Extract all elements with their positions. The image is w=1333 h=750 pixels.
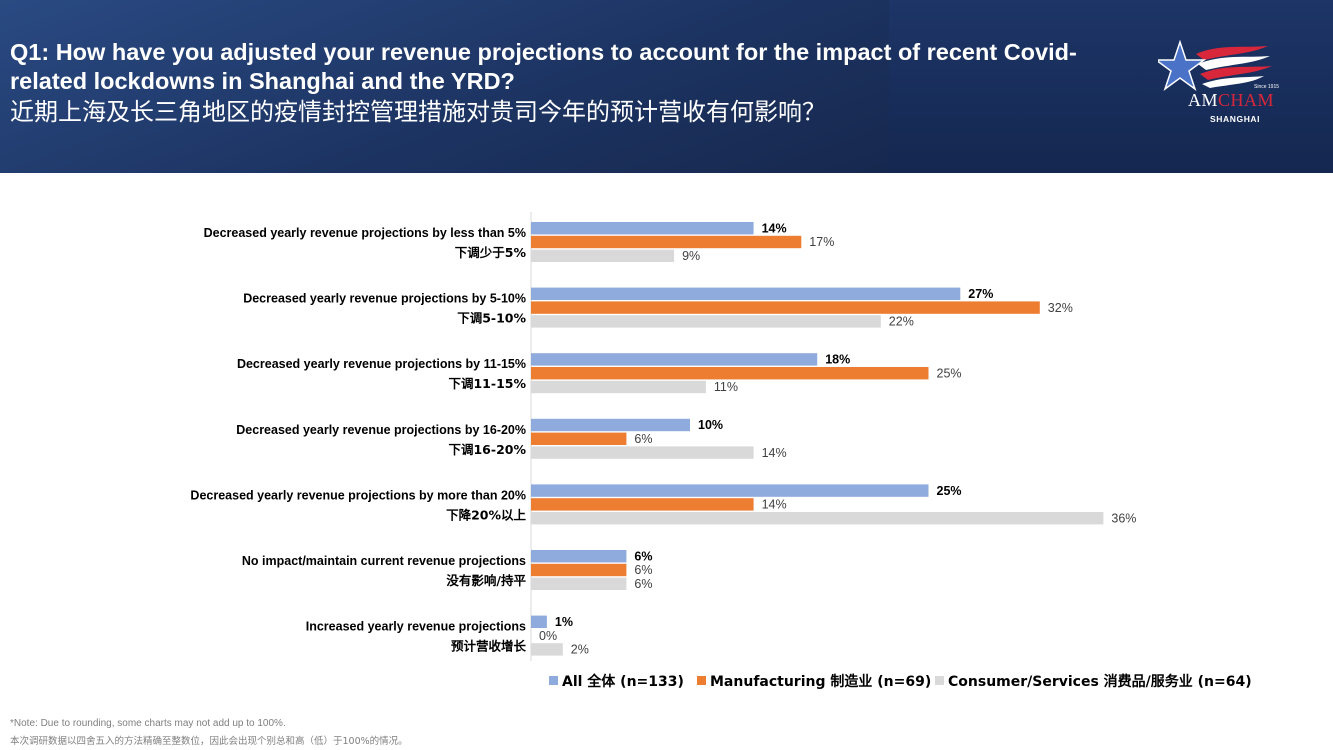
data-label: 1%: [555, 615, 573, 629]
bar: [531, 446, 754, 459]
logo-since: Since 1915: [1254, 84, 1280, 90]
data-label: 25%: [937, 484, 962, 498]
data-label: 18%: [825, 353, 850, 367]
category-label-zh: 预计营收增长: [451, 639, 527, 654]
bar: [531, 563, 627, 577]
bar: [531, 235, 802, 249]
data-label: 14%: [762, 446, 787, 460]
category-label-en: No impact/maintain current revenue proje…: [242, 554, 526, 568]
data-label: 10%: [698, 418, 723, 432]
page-title-chinese: 近期上海及长三角地区的疫情封控管理措施对贵司今年的预计营收有何影响？: [10, 98, 826, 126]
data-label: 17%: [809, 235, 834, 249]
data-label: 25%: [937, 366, 962, 380]
bar: [531, 432, 627, 445]
bar: [531, 550, 627, 563]
data-label: 14%: [762, 498, 787, 512]
bar: [531, 418, 690, 432]
data-label: 6%: [634, 563, 652, 577]
bar: [531, 643, 563, 656]
header-banner: Q1: How have you adjusted your revenue p…: [0, 0, 1333, 173]
legend-label: Consumer/Services 消费品/服务业 (n=64): [948, 673, 1252, 690]
bar: [531, 577, 627, 590]
data-label: 6%: [634, 577, 652, 591]
bar: [531, 287, 961, 300]
footnote-english: *Note: Due to rounding, some charts may …: [10, 718, 286, 729]
category-label-zh: 下调11-15%: [448, 376, 526, 391]
data-label: 14%: [762, 221, 787, 235]
data-label: 22%: [889, 315, 914, 329]
data-label: 9%: [682, 249, 700, 263]
star-flag-icon: [1153, 39, 1272, 91]
amcham-logo: Since 1915 AMCHAM SHANGHAI: [1153, 39, 1298, 130]
header-right-panel: [889, 0, 1333, 173]
category-label-zh: 下调5-10%: [457, 311, 526, 326]
legend-swatch: [549, 676, 558, 685]
category-label-en: Decreased yearly revenue projections by …: [243, 292, 526, 306]
data-label: 32%: [1048, 301, 1073, 315]
data-label: 2%: [571, 643, 589, 657]
bar: [531, 222, 754, 235]
category-label-zh: 没有影响/持平: [446, 573, 526, 588]
category-label-zh: 下调少于5%: [455, 245, 527, 260]
bar: [531, 380, 706, 394]
bar: [531, 249, 675, 262]
bar: [531, 498, 754, 511]
category-label-en: Increased yearly revenue projections: [306, 620, 526, 634]
legend-swatch: [697, 676, 706, 685]
legend-swatch: [935, 676, 944, 685]
data-label: 0%: [539, 629, 557, 643]
footnote-chinese: 本次调研数据以四舍五入的方法精确至整数位，因此会出现个别总和高（低）于100%的…: [10, 736, 408, 747]
data-label: 6%: [634, 432, 652, 446]
bar-chart: Decreased yearly revenue projections by …: [190, 212, 1252, 690]
category-label-zh: 下调16-20%: [448, 442, 526, 457]
category-label-zh: 下降20%以上: [446, 507, 526, 522]
category-label-en: Decreased yearly revenue projections by …: [190, 488, 526, 502]
page-title-english: Q1: How have you adjusted your revenue p…: [10, 39, 1077, 94]
data-label: 27%: [968, 287, 993, 301]
bar: [531, 484, 929, 497]
category-label-en: Decreased yearly revenue projections by …: [237, 357, 526, 371]
bar: [531, 367, 929, 380]
legend-label: All 全体 (n=133): [562, 673, 684, 690]
bar: [531, 315, 881, 328]
legend-label: Manufacturing 制造业 (n=69): [710, 673, 931, 690]
data-label: 36%: [1111, 511, 1136, 525]
data-label: 11%: [714, 380, 738, 394]
bar: [531, 301, 1040, 314]
bar: [531, 512, 1104, 525]
category-label-en: Decreased yearly revenue projections by …: [236, 423, 526, 437]
bar: [531, 353, 818, 366]
bar: [531, 615, 547, 628]
logo-wordmark: AMCHAM: [1188, 90, 1274, 111]
logo-city: SHANGHAI: [1210, 114, 1261, 124]
logo-cham: CHAM: [1218, 90, 1275, 110]
data-label: 6%: [634, 549, 652, 563]
logo-am: AM: [1188, 90, 1219, 110]
category-label-en: Decreased yearly revenue projections by …: [204, 226, 526, 240]
